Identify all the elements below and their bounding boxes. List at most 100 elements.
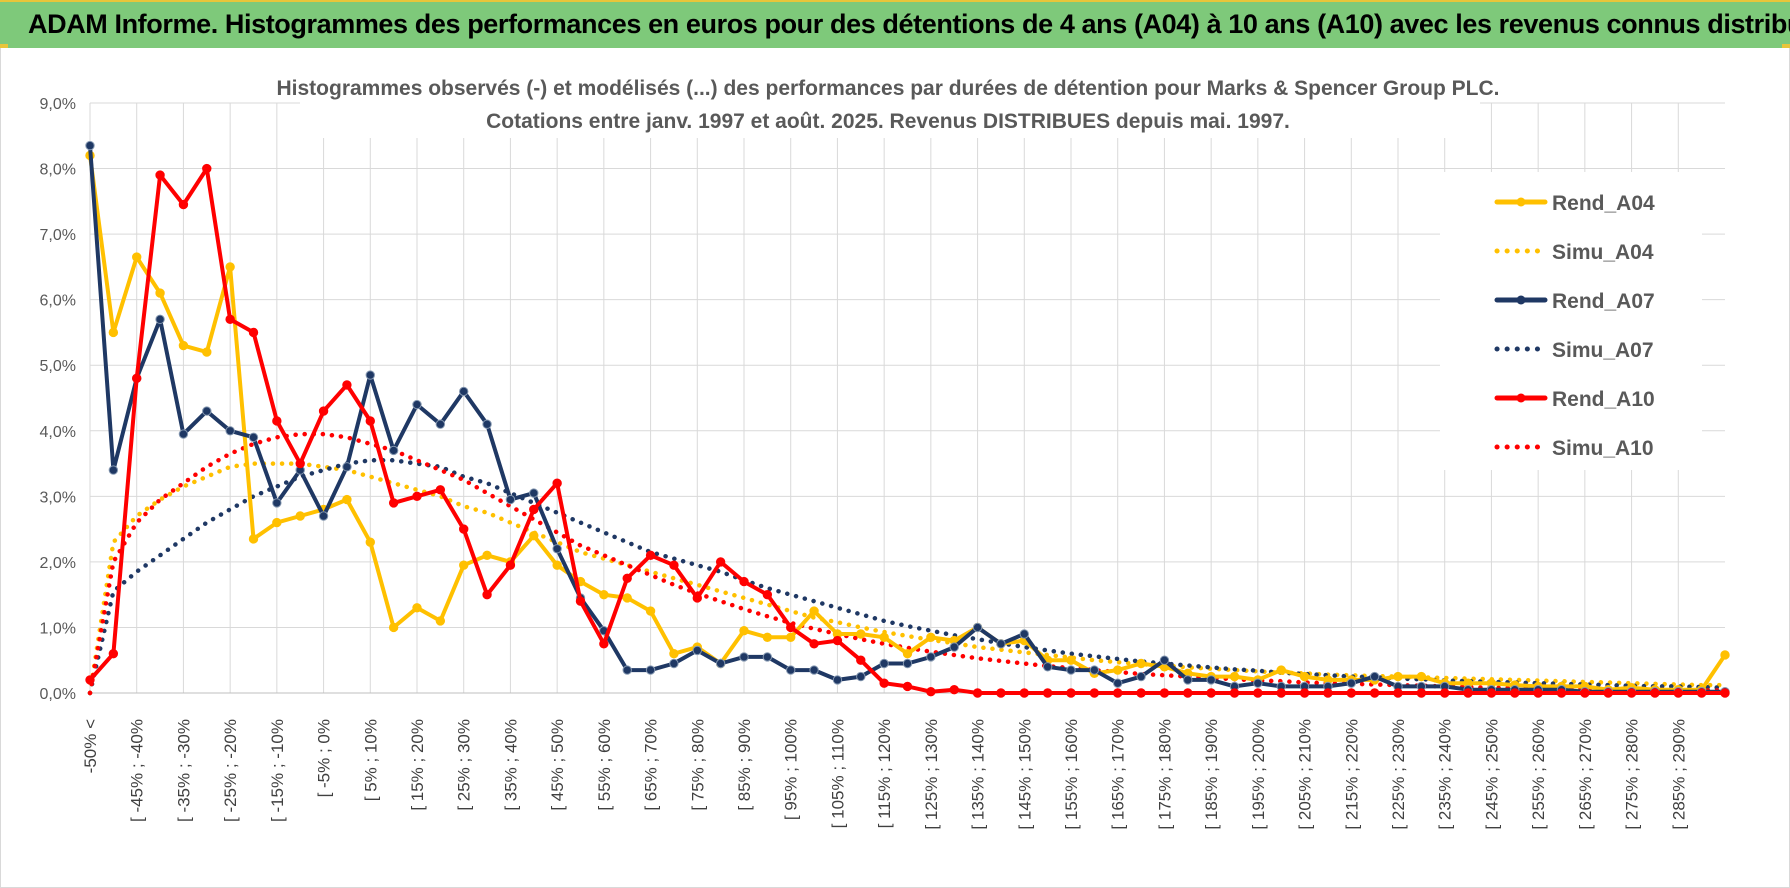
data-point (1113, 678, 1123, 688)
data-point (529, 488, 539, 498)
x-tick-label: [ 265% ; 270% (1576, 719, 1595, 830)
legend: Rend_A04 Simu_A04 Rend_A07 Simu_A07 Rend_A10… (1440, 172, 1702, 470)
x-tick-label: [ 205% ; 210% (1296, 719, 1315, 830)
data-point (1113, 665, 1123, 675)
data-point (272, 416, 282, 426)
data-point (692, 593, 702, 603)
legend-item: Simu_A10 (1494, 437, 1654, 460)
data-point (926, 686, 936, 697)
data-point (972, 622, 983, 633)
data-point (1206, 675, 1216, 685)
x-tick-label: [ 65% ; 70% (642, 719, 661, 811)
data-point (272, 498, 282, 508)
data-point (1019, 688, 1029, 698)
data-point (786, 665, 796, 675)
data-point (1042, 688, 1053, 698)
legend-item: Simu_A04 (1494, 241, 1654, 264)
data-point (996, 639, 1006, 649)
x-tick-label: [ 95% ; 100% (782, 719, 801, 820)
data-point (669, 658, 679, 669)
data-point (1136, 658, 1146, 669)
data-point (762, 652, 773, 662)
data-point (809, 606, 819, 616)
data-point (155, 288, 165, 298)
x-tick-label: [ 255% ; 260% (1529, 719, 1548, 830)
data-point (832, 635, 843, 646)
data-point (856, 655, 866, 665)
x-tick-label: [ 145% ; 150% (1015, 719, 1034, 830)
x-tick-label: [ 175% ; 180% (1155, 719, 1174, 830)
data-point (132, 252, 142, 262)
data-point (1253, 688, 1263, 698)
data-point (1276, 665, 1286, 675)
data-point (85, 140, 95, 151)
legend-marker (1516, 295, 1526, 305)
data-point (1673, 688, 1683, 698)
legend-item: Simu_A07 (1494, 339, 1654, 362)
data-point (1042, 662, 1053, 672)
data-point (1720, 688, 1730, 698)
data-point (879, 632, 889, 642)
data-point (552, 544, 562, 554)
data-point (1416, 688, 1427, 698)
data-point (856, 671, 866, 682)
data-point (856, 629, 866, 639)
y-tick-label: 2,0% (40, 555, 76, 572)
data-point (1276, 688, 1286, 698)
data-point (1463, 688, 1473, 698)
series-simu-a04 (87, 461, 1728, 696)
data-point (879, 658, 889, 669)
data-point (342, 462, 352, 472)
data-point (1650, 688, 1660, 698)
y-tick-label: 0,0% (40, 686, 76, 703)
data-point (1159, 688, 1170, 698)
data-point (482, 589, 492, 600)
header-bar: ADAM Informe. Histogrammes des performan… (0, 0, 1790, 48)
data-point (1556, 688, 1567, 698)
data-point (505, 494, 516, 505)
legend-label: Rend_A10 (1552, 388, 1655, 411)
data-point (1066, 688, 1076, 698)
x-tick-label: [ 35% ; 40% (501, 719, 520, 811)
data-point (108, 648, 119, 659)
data-point (505, 560, 516, 570)
data-point (318, 406, 329, 416)
legend-label: Simu_A07 (1552, 339, 1654, 362)
data-point (1533, 688, 1543, 698)
chart-title: Histogrammes observés (-) et modélisés (… (277, 77, 1500, 100)
x-tick-label: [ -15% ; -10% (268, 719, 287, 822)
data-point (412, 603, 422, 613)
data-point (949, 642, 959, 652)
data-point (1580, 688, 1590, 698)
legend-marker (1516, 393, 1526, 403)
data-point (715, 658, 726, 669)
x-tick-label: [ 85% ; 90% (735, 719, 754, 811)
data-point (1136, 688, 1146, 698)
x-tick-label: [ 115% ; 120% (875, 719, 894, 828)
legend-label: Simu_A10 (1552, 437, 1654, 460)
x-tick-label: [ -25% ; -20% (221, 719, 240, 822)
data-point (645, 550, 656, 561)
data-point (1416, 671, 1427, 682)
data-point (365, 370, 375, 380)
data-point (482, 550, 492, 561)
data-point (412, 399, 422, 410)
data-point (832, 675, 843, 685)
data-point (926, 632, 936, 642)
data-point (926, 652, 936, 662)
data-point (1019, 629, 1029, 639)
data-point (459, 560, 469, 570)
data-point (155, 314, 165, 325)
data-point (435, 485, 446, 495)
data-point (178, 340, 189, 351)
data-point (669, 560, 679, 570)
data-point (202, 163, 212, 174)
data-point (1113, 688, 1123, 698)
x-tick-label: [ 75% ; 80% (688, 719, 707, 811)
data-point (786, 632, 796, 642)
series-line (87, 458, 1728, 696)
data-point (1229, 671, 1240, 682)
data-point (529, 530, 539, 541)
data-point (1369, 688, 1380, 698)
accent-corner-right (1782, 44, 1790, 48)
